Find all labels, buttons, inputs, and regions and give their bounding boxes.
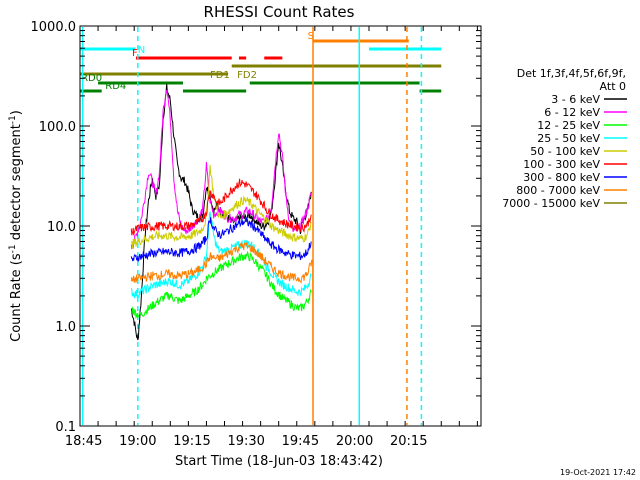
x-tick-label: 19:45 [282, 434, 319, 449]
y-tick-label: 100.0 [39, 120, 76, 135]
x-tick-label: 20:15 [390, 434, 427, 449]
x-tick-label: 20:00 [336, 434, 373, 449]
state-label-f: F [132, 48, 138, 59]
legend: Det 1f,3f,4f,5f,6f,9f, Att 0 3 - 6 keV6 … [502, 67, 627, 210]
y-axis: 1000.0 100.0 10.0 1.0 0.1 [31, 20, 481, 435]
state-label-fd2: FD2 [237, 70, 257, 81]
x-axis: 18:45 19:00 19:15 19:30 19:45 20:00 20:15 [65, 26, 478, 449]
state-label-n: N [138, 45, 145, 56]
chart-title: RHESSI Count Rates [204, 3, 355, 21]
legend-header-1: Det 1f,3f,4f,5f,6f,9f, [517, 67, 626, 80]
series-line-6 [130, 216, 312, 262]
y-tick-label: 10.0 [47, 220, 76, 235]
y-tick-label: 1000.0 [31, 20, 77, 35]
y-tick-label: 0.1 [55, 420, 76, 435]
legend-entry-label: 7000 - 15000 keV [502, 197, 600, 210]
series-lines [130, 83, 314, 387]
series-line-1 [130, 90, 312, 250]
legend-entry-label: 50 - 100 keV [530, 145, 600, 158]
legend-entry-label: 100 - 300 keV [523, 158, 600, 171]
series-line-7 [130, 242, 314, 387]
series-line-3 [130, 211, 312, 299]
x-tick-label: 19:00 [119, 434, 156, 449]
x-tick-label: 19:30 [227, 434, 264, 449]
series-line-2 [131, 251, 312, 320]
series-line-4 [131, 164, 312, 249]
event-marker-lines [81, 27, 423, 425]
y-tick-label: 1.0 [55, 320, 76, 335]
legend-entry-label: 12 - 25 keV [537, 119, 600, 132]
legend-entry-label: 25 - 50 keV [537, 132, 600, 145]
legend-entry-label: 300 - 800 keV [523, 171, 600, 184]
legend-entry-label: 3 - 6 keV [551, 93, 600, 106]
legend-header-2: Att 0 [600, 80, 626, 93]
generation-timestamp: 19-Oct-2021 17:42 [560, 468, 636, 477]
legend-entry-label: 6 - 12 keV [544, 106, 600, 119]
state-label-rd4: RD4 [105, 81, 126, 92]
legend-entry-label: 800 - 7000 keV [516, 184, 600, 197]
y-axis-label: Count Rate (s-1 detector segment-1) [8, 110, 24, 342]
x-axis-label: Start Time (18-Jun-03 18:43:42) [175, 454, 383, 469]
series-line-5 [130, 178, 312, 236]
x-tick-label: 18:45 [65, 434, 102, 449]
state-label-fd1: FD1 [210, 70, 230, 81]
state-label-s: S [308, 31, 314, 42]
state-label-rd0: RD0 [81, 73, 102, 84]
x-tick-label: 19:15 [173, 434, 210, 449]
